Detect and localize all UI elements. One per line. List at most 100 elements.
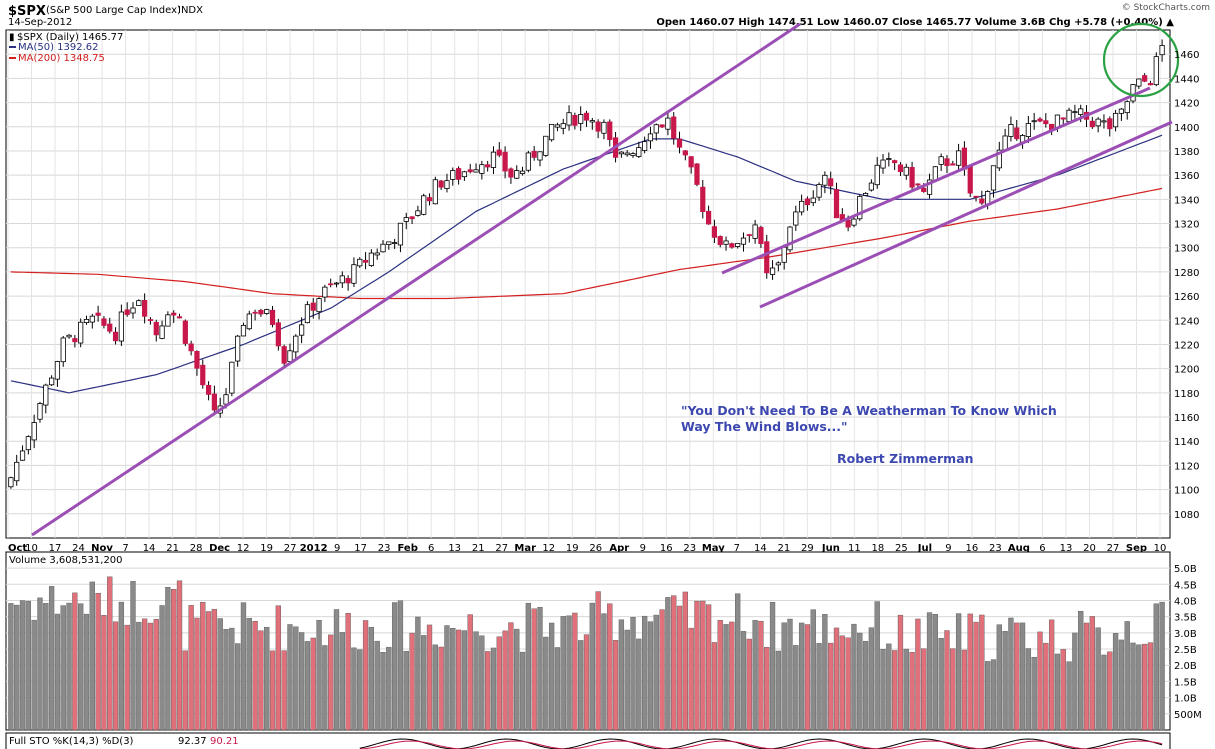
volume-bar — [682, 591, 688, 731]
sto-k-value: 92.37 — [178, 736, 207, 747]
candle-body — [339, 275, 345, 284]
candle-body — [258, 309, 264, 315]
volume-bar — [589, 602, 595, 731]
x-tick-label: 25 — [895, 543, 908, 554]
volume-bar — [14, 604, 20, 731]
x-tick-label: 29 — [801, 543, 814, 554]
candle-body — [543, 135, 549, 156]
volume-bar — [711, 642, 718, 731]
volume-bar — [862, 641, 869, 731]
candle-body — [287, 350, 293, 363]
candle-body — [955, 150, 962, 166]
candle-body — [775, 262, 781, 266]
candle-body — [130, 307, 136, 314]
candle-body — [688, 156, 694, 168]
candle-body — [211, 393, 218, 411]
candle-body — [153, 321, 159, 336]
volume-bar — [31, 619, 37, 731]
candle-body — [473, 169, 479, 173]
volume-bar — [746, 638, 752, 731]
volume-bar — [1037, 631, 1043, 731]
candle-body — [1107, 118, 1113, 130]
candle-body — [671, 116, 677, 139]
candle-body — [519, 170, 526, 174]
stockcharts-watermark: © StockCharts.com — [1122, 3, 1210, 13]
candle-body — [735, 243, 741, 247]
volume-bar — [333, 609, 340, 731]
candle-body — [1014, 127, 1020, 140]
x-tick-label: Aug — [1008, 543, 1030, 554]
volume-tick-label: 1.5B — [1174, 677, 1197, 688]
volume-bar — [921, 648, 927, 731]
candle-body — [450, 170, 456, 180]
volume-bar — [775, 650, 782, 731]
candle-body — [915, 183, 921, 186]
x-tick-label: 10 — [25, 543, 38, 554]
candle-body — [1008, 124, 1014, 137]
candle-body — [636, 147, 642, 157]
candle-body — [1060, 117, 1066, 120]
volume-bar — [740, 631, 747, 731]
volume-bar — [444, 625, 450, 731]
candle-body — [944, 158, 950, 167]
volume-bar — [8, 603, 14, 731]
volume-bar — [1083, 622, 1090, 731]
candle-body — [182, 320, 188, 344]
volume-bar — [485, 651, 491, 731]
volume-bar — [758, 620, 764, 731]
volume-bar — [798, 622, 805, 731]
volume-bar — [136, 621, 142, 731]
volume-bar — [868, 627, 875, 731]
x-tick-label: 19 — [260, 543, 273, 554]
volume-bar — [240, 602, 247, 731]
volume-bar — [1159, 601, 1165, 731]
volume-bar — [787, 618, 793, 731]
x-tick-label: 10 — [1154, 543, 1167, 554]
volume-bar — [397, 600, 404, 731]
volume-bar — [205, 611, 212, 731]
candle-body — [444, 180, 450, 189]
volume-bar — [496, 636, 502, 731]
volume-bar — [729, 621, 735, 731]
volume-bar — [54, 613, 61, 731]
volume-tick-label: 3.5B — [1174, 613, 1197, 624]
candle-body — [903, 166, 909, 176]
candle-body — [781, 246, 787, 263]
candle-body — [415, 210, 421, 216]
volume-bar — [124, 624, 130, 731]
quote-line: Open 1460.07 High 1474.51 Low 1460.07 Cl… — [656, 17, 1174, 28]
volume-bar — [25, 600, 31, 731]
quote-author: Robert Zimmerman — [837, 451, 974, 466]
candle-body — [514, 170, 520, 179]
candle-body — [897, 164, 904, 173]
x-tick-label: 9 — [640, 543, 646, 554]
candle-body — [101, 318, 107, 326]
volume-bar — [48, 586, 55, 731]
x-tick-label: 23 — [989, 543, 1002, 554]
legend-candle-icon: ▮ — [9, 32, 15, 43]
x-tick-label: 9 — [334, 543, 340, 554]
volume-bar — [66, 602, 72, 731]
candle-body — [921, 187, 927, 192]
volume-bar — [380, 652, 386, 731]
volume-bar — [461, 630, 468, 731]
volume-bar — [543, 636, 549, 731]
volume-bar — [647, 621, 654, 731]
candle-body — [502, 151, 508, 172]
volume-bar — [211, 609, 218, 731]
candle-body — [78, 321, 84, 344]
volume-bar — [386, 646, 392, 731]
volume-bar — [519, 651, 526, 731]
chart-name: (S&P 500 Large Cap Index) — [46, 5, 181, 16]
volume-bar — [1095, 627, 1101, 731]
candle-body — [589, 120, 595, 123]
volume-bar — [833, 627, 840, 731]
candle-body — [642, 141, 648, 151]
candle-body — [729, 243, 735, 248]
volume-bar — [566, 615, 572, 731]
candle-body — [909, 167, 915, 188]
candle-body — [426, 197, 433, 202]
candle-body — [583, 112, 590, 121]
candle-body — [1089, 120, 1095, 128]
candle-body — [874, 164, 880, 186]
